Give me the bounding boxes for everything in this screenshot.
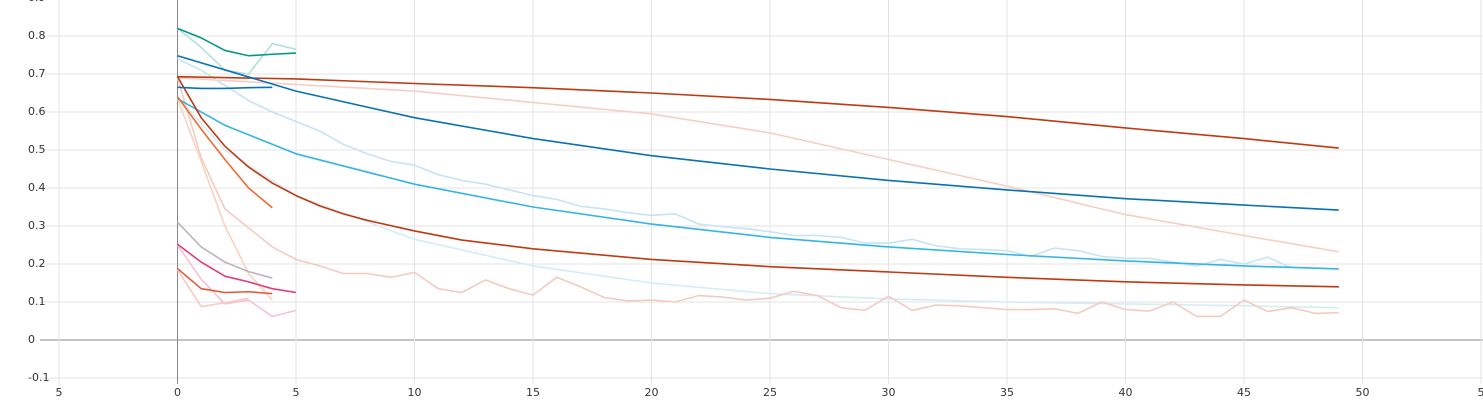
series-line: [176, 98, 273, 301]
series-line: [176, 269, 249, 308]
y-tick-label: 0.9: [28, 0, 46, 4]
series-line: [177, 243, 297, 294]
y-tick-label: 0.8: [28, 29, 46, 42]
x-tick-label: 15: [526, 386, 540, 399]
series-line: [176, 27, 297, 75]
x-tick-label: 0: [174, 386, 181, 399]
series-line: [177, 58, 1292, 269]
y-tick-label: 0.6: [28, 105, 46, 118]
series-line: [176, 244, 297, 318]
x-tick-label: 10: [408, 386, 422, 399]
series-line: [176, 76, 1339, 288]
x-tick-label: 5: [1478, 386, 1483, 399]
y-tick-label: 0.4: [28, 181, 46, 194]
x-tick-label: 5: [56, 386, 63, 399]
series-line: [176, 267, 273, 295]
x-tick-label: 25: [763, 386, 777, 399]
series-line: [176, 77, 1339, 318]
y-tick-label: 0.2: [28, 257, 46, 270]
x-tick-label: 40: [1119, 386, 1133, 399]
series-line: [177, 27, 297, 57]
x-tick-label: 35: [1000, 386, 1014, 399]
y-tick-label: 0.5: [28, 143, 46, 156]
series-line: [176, 221, 273, 279]
series-line: [177, 75, 1339, 149]
series-line: [177, 86, 273, 90]
x-tick-label: 50: [1356, 386, 1370, 399]
y-tick-label: -0.1: [28, 371, 49, 384]
series-line: [176, 96, 1339, 309]
series-line: [177, 77, 1339, 253]
series-line: [176, 96, 273, 209]
x-tick-label: 5: [293, 386, 300, 399]
x-tick-label: 20: [645, 386, 659, 399]
y-tick-label: 0.1: [28, 295, 46, 308]
x-tick-label: 30: [882, 386, 896, 399]
series-line: [177, 54, 1339, 211]
y-tick-label: 0.3: [28, 219, 46, 232]
x-tick-label: 45: [1237, 386, 1251, 399]
series-line: [177, 98, 1339, 270]
y-tick-label: 0.7: [28, 67, 46, 80]
y-tick-label: 0: [28, 333, 35, 346]
